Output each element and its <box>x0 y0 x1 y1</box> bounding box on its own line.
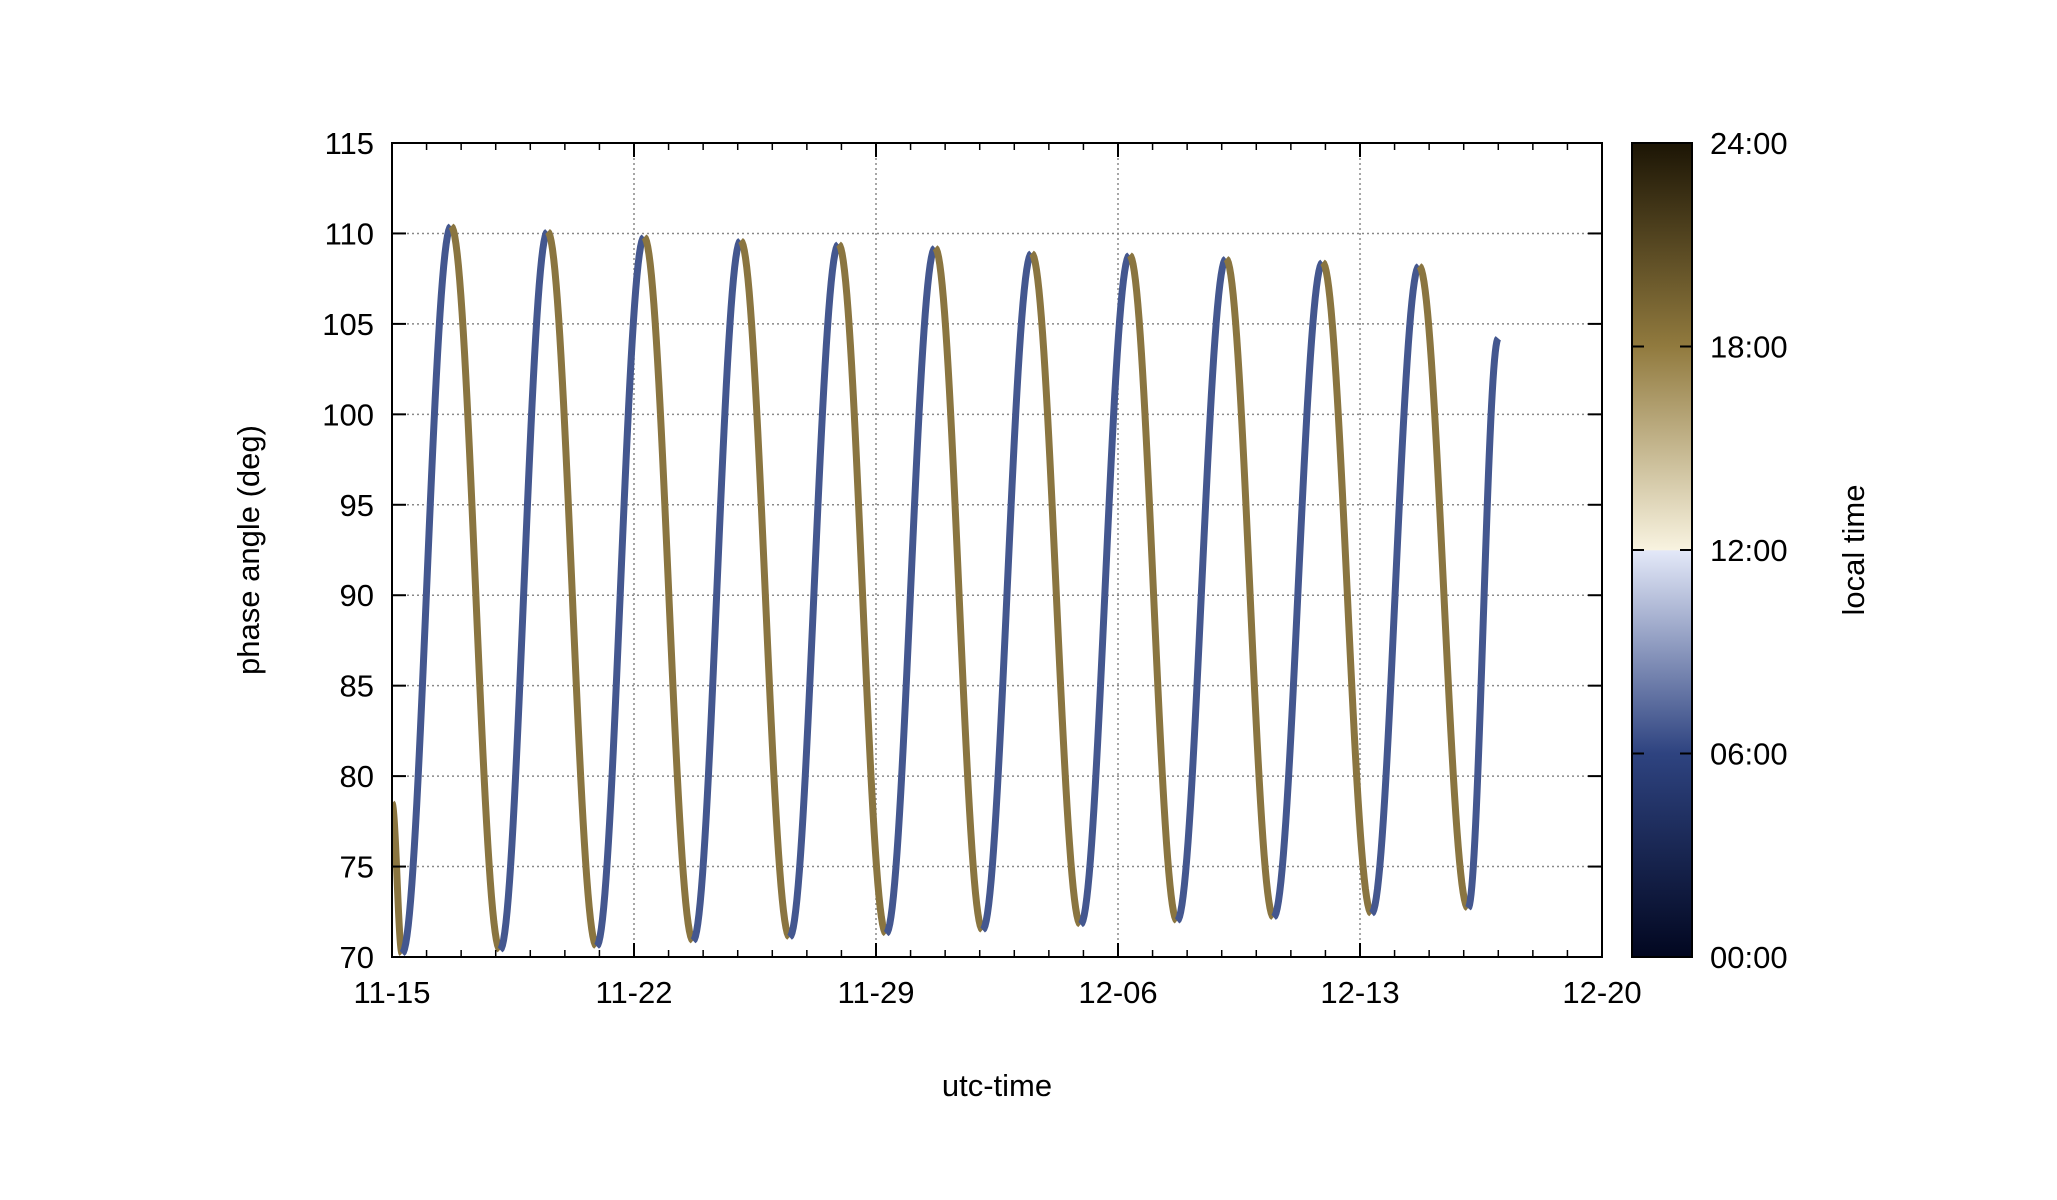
y-tick-label: 80 <box>340 759 374 794</box>
colorbar-tick-label: 24:00 <box>1710 126 1788 161</box>
series-segment-rising <box>1271 259 1325 920</box>
x-tick-label: 12-06 <box>1078 975 1157 1010</box>
colorbar-tick-label: 12:00 <box>1710 533 1788 568</box>
colorbar-tick-label: 18:00 <box>1710 330 1788 365</box>
plot-frame <box>391 142 1603 958</box>
x-axis-title: utc-time <box>942 1068 1052 1103</box>
series-segment-falling <box>1029 250 1083 928</box>
x-tick-label: 11-29 <box>838 975 915 1010</box>
y-tick-label: 70 <box>340 940 374 975</box>
y-tick-label: 95 <box>340 488 374 523</box>
y-axis-title: phase angle (deg) <box>231 425 266 675</box>
x-tick-label: 11-22 <box>596 975 673 1010</box>
series-segment-rising <box>690 238 743 944</box>
series-segment-falling <box>1127 252 1180 924</box>
y-tick-label: 75 <box>340 850 374 885</box>
series-segment-falling <box>1223 256 1276 920</box>
series-segment-falling <box>836 241 889 937</box>
series-segment-falling <box>1320 259 1374 917</box>
series-segment-falling <box>545 229 599 949</box>
series-segment-falling <box>932 245 985 933</box>
series-segment-rising <box>497 229 550 953</box>
colorbar-ticks: 00:00 06:00 12:00 18:00 24:00 <box>1632 126 1788 975</box>
series-segment-rising <box>399 223 454 956</box>
y-tick-label: 110 <box>325 216 374 251</box>
series-segment-falling <box>738 238 792 940</box>
colorbar: 00:00 06:00 12:00 18:00 24:00 local time <box>1631 126 1871 975</box>
y-tick-label: 90 <box>340 578 374 613</box>
y-axis: 70 75 80 85 90 95 100 105 110 115 <box>322 126 1602 975</box>
y-tick-label: 115 <box>325 126 374 161</box>
series-segment-falling <box>641 234 696 944</box>
colorbar-tick-label: 06:00 <box>1710 737 1788 772</box>
series-segment-rising <box>1174 256 1229 924</box>
x-axis: 11-15 11-22 11-29 12-06 12-13 12-20 <box>354 143 1642 1010</box>
series-layer <box>392 223 1502 957</box>
y-tick-label: 100 <box>322 397 374 432</box>
colorbar-title: local time <box>1836 485 1871 616</box>
series-segment-falling <box>448 223 503 953</box>
y-tick-label: 85 <box>340 669 374 704</box>
x-tick-label: 12-13 <box>1320 975 1399 1010</box>
series-segment-falling <box>1416 263 1471 911</box>
series-segment-rising <box>594 234 647 949</box>
y-tick-label: 105 <box>322 307 374 342</box>
x-tick-label: 11-15 <box>354 975 431 1010</box>
series-segment-rising <box>1465 335 1502 911</box>
x-tick-label: 12-20 <box>1562 975 1641 1010</box>
series-segment-rising <box>883 245 938 937</box>
series-segment-rising <box>980 250 1034 933</box>
colorbar-tick-label: 00:00 <box>1710 940 1788 975</box>
series-segment-rising <box>787 241 841 940</box>
series-segment-rising <box>1078 252 1132 928</box>
series-segment-falling <box>392 799 406 957</box>
series-segment-rising <box>1369 263 1422 917</box>
